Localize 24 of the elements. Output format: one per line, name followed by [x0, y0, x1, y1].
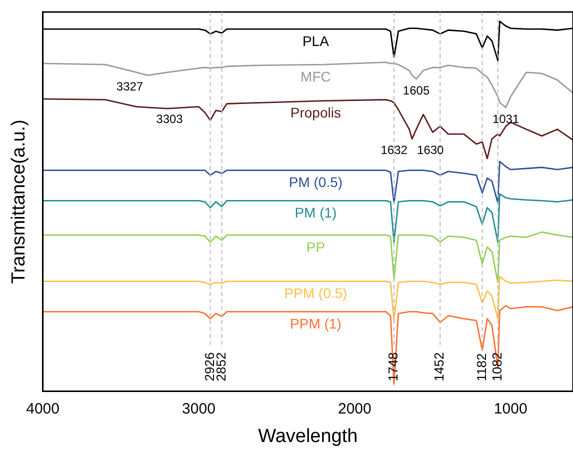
- y-axis-title: Transmittance(a.u.): [8, 120, 30, 284]
- annotation: 1630: [417, 143, 444, 158]
- x-tick-label: 4000: [26, 400, 60, 418]
- series-label: MFC: [300, 68, 331, 84]
- ref-line-label: 1748: [386, 352, 401, 382]
- annotation: 3327: [116, 80, 144, 94]
- series-label: Propolis: [290, 104, 341, 121]
- x-tick-label: 2000: [338, 400, 372, 418]
- ref-line-label: 1182: [474, 353, 489, 382]
- series-label: PLA: [302, 32, 330, 49]
- x-tick-label: 3000: [182, 400, 216, 418]
- ref-line-label: 1452: [432, 352, 447, 382]
- series-label: PM (1): [294, 204, 337, 221]
- series-label: PP: [306, 238, 326, 255]
- series-label: PPM (0.5): [284, 285, 348, 302]
- annotation: 1605: [402, 83, 430, 98]
- annotation: 3303: [156, 112, 184, 126]
- series-label: PM (0.5): [288, 174, 343, 190]
- annotation: 1031: [492, 112, 520, 126]
- ref-line-label: 1082: [489, 352, 504, 382]
- series-label: PPM (1): [290, 316, 342, 332]
- x-tick-label: 1000: [494, 400, 528, 418]
- annotation: 1632: [380, 143, 408, 158]
- x-axis-title: Wavelength: [258, 426, 358, 447]
